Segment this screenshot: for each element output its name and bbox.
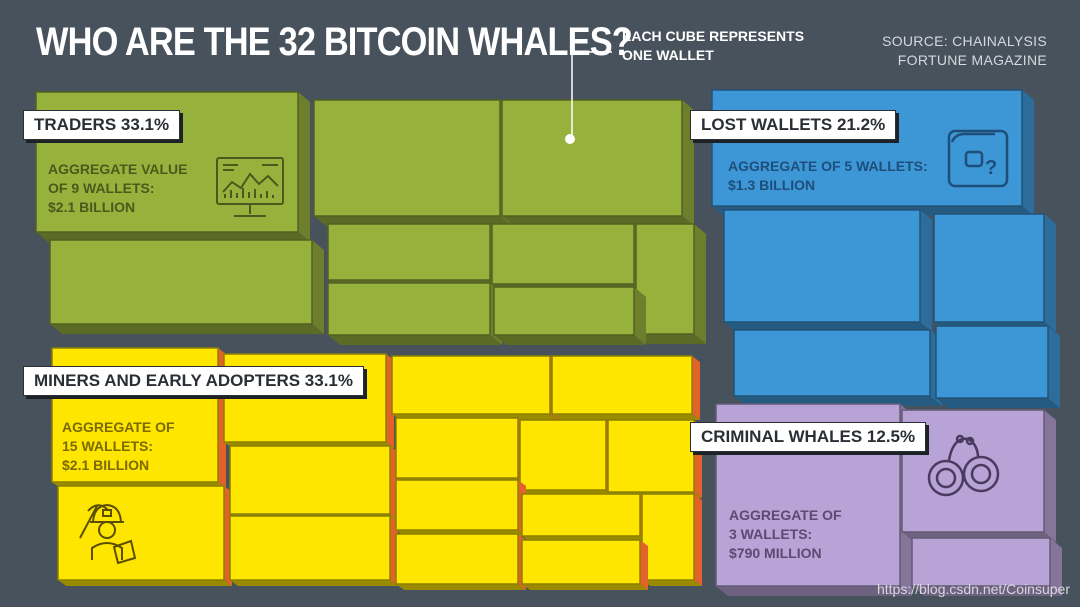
criminal-wallet-cube — [911, 537, 1062, 596]
criminal-description: AGGREGATE OF 3 WALLETS: $790 MILLION — [729, 507, 842, 561]
miner-icon — [79, 503, 137, 565]
traders-wallet-cube — [491, 223, 646, 294]
lost-wallet-cube — [733, 329, 942, 406]
lost-wallets-description: AGGREGATE OF 5 WALLETS: $1.3 BILLION — [728, 158, 928, 193]
traders-wallet-cube — [327, 282, 502, 345]
handcuffs-icon — [927, 434, 1000, 497]
lost-wallet-cube — [933, 213, 1056, 332]
miners-wallet-cube — [641, 493, 702, 586]
traders-wallet-cube — [635, 223, 706, 344]
miners-description: AGGREGATE OF 15 WALLETS: $2.1 BILLION — [62, 419, 175, 473]
miners-wallet-cube — [521, 493, 648, 542]
miners-wallet-cube — [395, 533, 526, 590]
traders-wallet-cube — [313, 99, 512, 226]
cube-note: EACH CUBE REPRESENTS ONE WALLET — [622, 28, 805, 63]
miners-wallet-cube — [519, 419, 614, 496]
page-title: WHO ARE THE 32 BITCOIN WHALES? — [36, 20, 633, 64]
lost-wallet-cube — [711, 89, 1034, 216]
monitor-chart-icon — [216, 157, 284, 217]
traders-wallet-cube — [327, 223, 502, 290]
miners-wallet-cube — [395, 479, 526, 536]
miners-wallet-cube — [229, 445, 398, 520]
miners-wallet-cube — [395, 417, 526, 484]
miners-label: MINERS AND EARLY ADOPTERS 33.1% — [23, 366, 364, 396]
source-credit: SOURCE: CHAINALYSIS FORTUNE MAGAZINE — [882, 33, 1047, 68]
miners-wallet-cube — [391, 355, 558, 420]
note-pointer-dot — [565, 134, 575, 144]
traders-wallet-cube — [493, 286, 646, 345]
miners-wallet-cube — [551, 355, 700, 420]
traders-wallet-cube — [49, 239, 324, 334]
lost-wallet-cube — [935, 325, 1060, 408]
svg-text:?: ? — [985, 157, 997, 179]
miners-wallet-cube — [229, 515, 398, 586]
traders-wallet-cube — [501, 99, 694, 226]
miners-wallet-cube — [57, 485, 232, 586]
wallet-question-icon: ? — [947, 129, 1009, 188]
traders-description: AGGREGATE VALUE OF 9 WALLETS: $2.1 BILLIO… — [48, 161, 188, 215]
miners-wallet-cube — [607, 419, 702, 498]
watermark: https://blog.csdn.net/Coinsuper — [876, 581, 1070, 597]
note-pointer-line — [571, 51, 612, 138]
lost-wallet-cube — [723, 209, 932, 332]
criminal-label: CRIMINAL WHALES 12.5% — [690, 422, 927, 452]
miners-wallet-cube — [521, 539, 648, 590]
lost-wallets-label: LOST WALLETS 21.2% — [690, 110, 897, 140]
traders-label: TRADERS 33.1% — [23, 110, 181, 140]
